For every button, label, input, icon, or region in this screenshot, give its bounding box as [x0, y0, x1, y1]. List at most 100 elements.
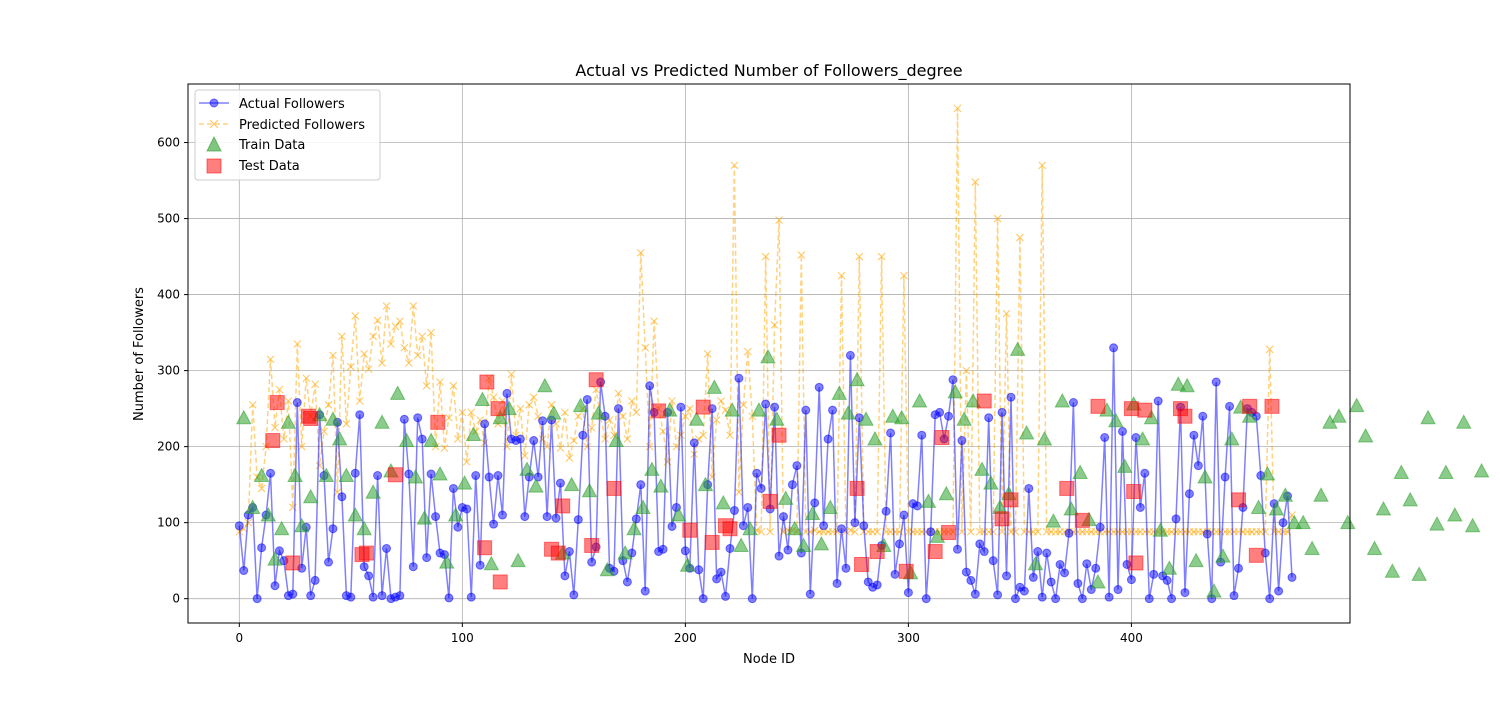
train-point — [599, 561, 616, 577]
train-point — [920, 493, 937, 508]
predicted-point — [360, 349, 369, 358]
actual-point — [1167, 594, 1177, 604]
actual-point — [569, 590, 579, 600]
actual-point — [1002, 571, 1012, 581]
actual-point — [520, 512, 530, 522]
predicted-point — [1265, 345, 1274, 354]
actual-point — [935, 407, 945, 417]
train-point — [786, 520, 803, 536]
train-point — [1366, 540, 1383, 555]
legend-box — [194, 89, 381, 181]
actual-point — [676, 402, 686, 412]
train-point — [733, 537, 749, 552]
train-point — [867, 430, 883, 446]
test-point — [387, 467, 403, 483]
predicted-point — [404, 359, 413, 367]
predicted-point — [735, 488, 743, 497]
train-point — [447, 506, 464, 522]
train-point — [1277, 487, 1294, 502]
train-point — [432, 465, 448, 481]
train-point — [260, 506, 277, 522]
actual-point — [1278, 518, 1288, 528]
actual-point — [622, 577, 632, 587]
y-tick-label: 0 — [172, 592, 180, 606]
actual-point — [716, 567, 726, 577]
predicted-point — [391, 322, 400, 331]
test-point — [492, 574, 508, 590]
actual-point — [475, 560, 485, 570]
actual-point — [747, 594, 757, 604]
legend-actual-marker — [209, 98, 219, 108]
train-point — [1134, 430, 1151, 446]
train-point — [331, 430, 348, 446]
test-point — [285, 555, 301, 571]
predicted-point — [757, 527, 766, 536]
actual-point — [1082, 559, 1092, 569]
actual-point — [966, 575, 976, 585]
legend-predicted-label: Predicted Followers — [239, 118, 365, 133]
predicted-point — [418, 332, 427, 341]
actual-point — [266, 468, 276, 478]
train-point — [661, 402, 678, 417]
actual-point — [413, 413, 423, 423]
train-point — [608, 432, 625, 448]
actual-point — [1046, 577, 1056, 587]
test-point — [606, 480, 622, 496]
predicted-point — [962, 366, 971, 375]
actual-point — [845, 350, 855, 360]
actual-point — [328, 524, 338, 534]
actual-point — [274, 546, 284, 556]
predicted-point — [561, 408, 569, 417]
actual-point — [894, 539, 904, 549]
actual-point — [587, 557, 597, 567]
predicted-point — [877, 252, 886, 261]
predicted-point — [592, 385, 601, 394]
predicted-point — [453, 435, 462, 443]
test-point — [1074, 512, 1090, 528]
actual-point — [859, 521, 869, 531]
predicted-point — [382, 302, 391, 310]
train-point — [644, 461, 660, 476]
actual-point — [841, 563, 851, 573]
train-point — [1331, 408, 1347, 423]
actual-point — [1274, 586, 1284, 596]
test-point — [722, 521, 738, 537]
predicted-point — [543, 442, 551, 451]
actual-point — [1140, 468, 1150, 478]
y-tick-label: 100 — [157, 516, 180, 530]
predicted-point — [271, 423, 279, 432]
predicted-point — [302, 374, 311, 383]
predicted-point — [1002, 309, 1011, 318]
actual-point — [975, 539, 985, 549]
predicted-point — [766, 527, 775, 536]
actual-point — [636, 480, 646, 490]
actual-point — [1135, 502, 1145, 512]
train-point — [1464, 517, 1481, 533]
predicted-point — [400, 343, 409, 352]
test-point — [682, 522, 698, 538]
train-point — [1054, 392, 1071, 408]
actual-point — [774, 551, 784, 561]
train-point — [338, 467, 355, 483]
actual-point — [337, 492, 347, 502]
actual-point — [1010, 594, 1020, 604]
actual-point — [373, 471, 383, 481]
actual-point — [1211, 377, 1221, 387]
actual-point — [810, 498, 820, 508]
predicted-point — [449, 381, 458, 390]
legend: Actual Followers Predicted Followers Tra… — [194, 89, 381, 181]
train-point — [572, 397, 589, 413]
actual-point — [1051, 594, 1061, 604]
predicted-point — [726, 431, 734, 440]
predicted-point — [1261, 527, 1270, 536]
predicted-point — [293, 340, 302, 348]
train-point — [1446, 506, 1463, 522]
actual-point — [872, 580, 882, 590]
actual-point — [578, 430, 588, 440]
predicted-point — [971, 178, 980, 186]
train-point — [1339, 514, 1356, 530]
actual-point — [734, 373, 744, 383]
actual-point — [988, 556, 998, 566]
train-point — [1009, 341, 1026, 356]
predicted-point — [659, 427, 667, 436]
